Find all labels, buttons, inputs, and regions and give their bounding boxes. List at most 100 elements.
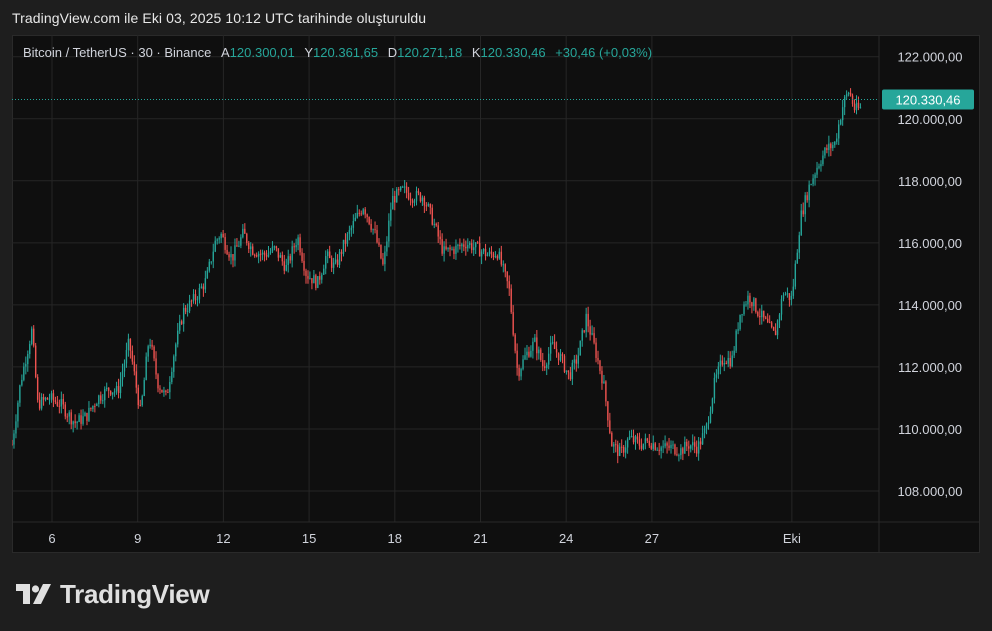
candle-body — [453, 248, 455, 254]
candle-body — [741, 314, 743, 316]
candle-body — [830, 143, 832, 149]
candle-body — [510, 288, 512, 313]
candle-body — [808, 184, 810, 201]
legend-change-value: +30,46 (+0,03%) — [555, 45, 653, 60]
candle-body — [21, 379, 23, 386]
candle-body — [739, 314, 741, 330]
candle-body — [611, 432, 613, 447]
candle-body — [271, 246, 274, 252]
candle-body — [461, 244, 463, 247]
candle-body — [502, 264, 505, 266]
candle-body — [334, 259, 337, 263]
candle-body — [731, 355, 733, 367]
candle-body — [19, 385, 21, 403]
candle-body — [717, 366, 720, 375]
candle-body — [303, 260, 305, 271]
candle-body — [366, 214, 368, 217]
candle-body — [338, 251, 341, 265]
candle-body — [439, 236, 441, 240]
candle-body — [133, 361, 136, 372]
candle-body — [800, 210, 802, 236]
candle-body — [281, 255, 284, 262]
candle-body — [520, 368, 522, 377]
candle-body — [283, 261, 285, 271]
candle-body — [295, 245, 297, 248]
candle-body — [508, 281, 510, 289]
candle-body — [553, 342, 556, 349]
candle-body — [159, 388, 161, 390]
candle-body — [607, 401, 609, 421]
candle-body — [577, 355, 579, 364]
candle-body — [190, 300, 193, 302]
candlestick-chart[interactable]: 108.000,00 110.000,00 112.000,00 114.000,00… — [12, 35, 980, 553]
candle-body — [765, 317, 767, 319]
candle-body — [232, 254, 234, 261]
candle-body — [287, 256, 289, 265]
candle-body — [186, 310, 189, 312]
tradingview-logo[interactable]: TradingView — [16, 579, 210, 610]
candle-body — [516, 350, 518, 368]
chart-pane[interactable] — [12, 35, 980, 553]
candle-body — [784, 294, 787, 296]
candle-body — [415, 191, 418, 202]
candle-body — [601, 370, 603, 384]
candle-body — [855, 102, 858, 111]
candle-body — [713, 377, 716, 399]
candle-body — [92, 405, 94, 410]
candle-body — [368, 216, 370, 224]
candle-body — [25, 364, 27, 367]
candle-body — [200, 286, 203, 288]
candle-body — [849, 92, 852, 96]
candle-body — [753, 298, 755, 307]
candle-body — [94, 405, 96, 407]
candle-body — [149, 344, 151, 347]
candle-body — [500, 251, 503, 265]
candle-body — [234, 245, 236, 261]
x-tick-label: 18 — [388, 531, 402, 546]
candle-body — [705, 423, 708, 429]
candle-body — [530, 350, 532, 357]
candle-body — [512, 312, 514, 335]
candle-body — [396, 189, 398, 203]
candle-body — [506, 271, 508, 282]
candle-body — [80, 415, 82, 424]
candle-body — [117, 386, 120, 393]
candle-body — [725, 363, 727, 365]
candle-body — [841, 107, 844, 121]
candle-body — [619, 446, 621, 456]
candle-body — [204, 278, 207, 290]
candle-body — [518, 367, 520, 377]
candle-body — [853, 103, 856, 111]
candle-body — [834, 141, 836, 146]
candle-body — [492, 253, 495, 258]
candle-body — [315, 275, 317, 288]
candle-body — [680, 448, 682, 456]
candle-body — [119, 379, 122, 393]
candle-body — [620, 446, 623, 448]
candle-body — [411, 200, 414, 203]
candle-body — [761, 310, 763, 318]
candle-body — [457, 244, 459, 246]
candle-body — [13, 433, 15, 445]
candle-body — [605, 381, 607, 402]
candle-body — [567, 370, 570, 373]
candle-body — [664, 443, 666, 447]
candle-body — [372, 229, 374, 231]
candle-body — [437, 225, 439, 237]
candle-body — [52, 393, 55, 401]
candle-body — [188, 300, 191, 311]
candle-body — [419, 192, 422, 202]
candle-body — [463, 244, 465, 247]
candle-body — [123, 363, 126, 372]
x-tick-label: 6 — [48, 531, 55, 546]
y-tick-label: 118.000,00 — [898, 174, 962, 189]
candle-body — [301, 252, 303, 261]
candle-body — [467, 244, 469, 249]
candle-body — [721, 360, 724, 365]
candle-body — [72, 421, 74, 425]
candle-body — [587, 313, 589, 327]
candle-body — [836, 138, 838, 142]
candle-body — [719, 360, 722, 367]
candle-body — [563, 355, 566, 372]
candle-body — [583, 330, 585, 332]
